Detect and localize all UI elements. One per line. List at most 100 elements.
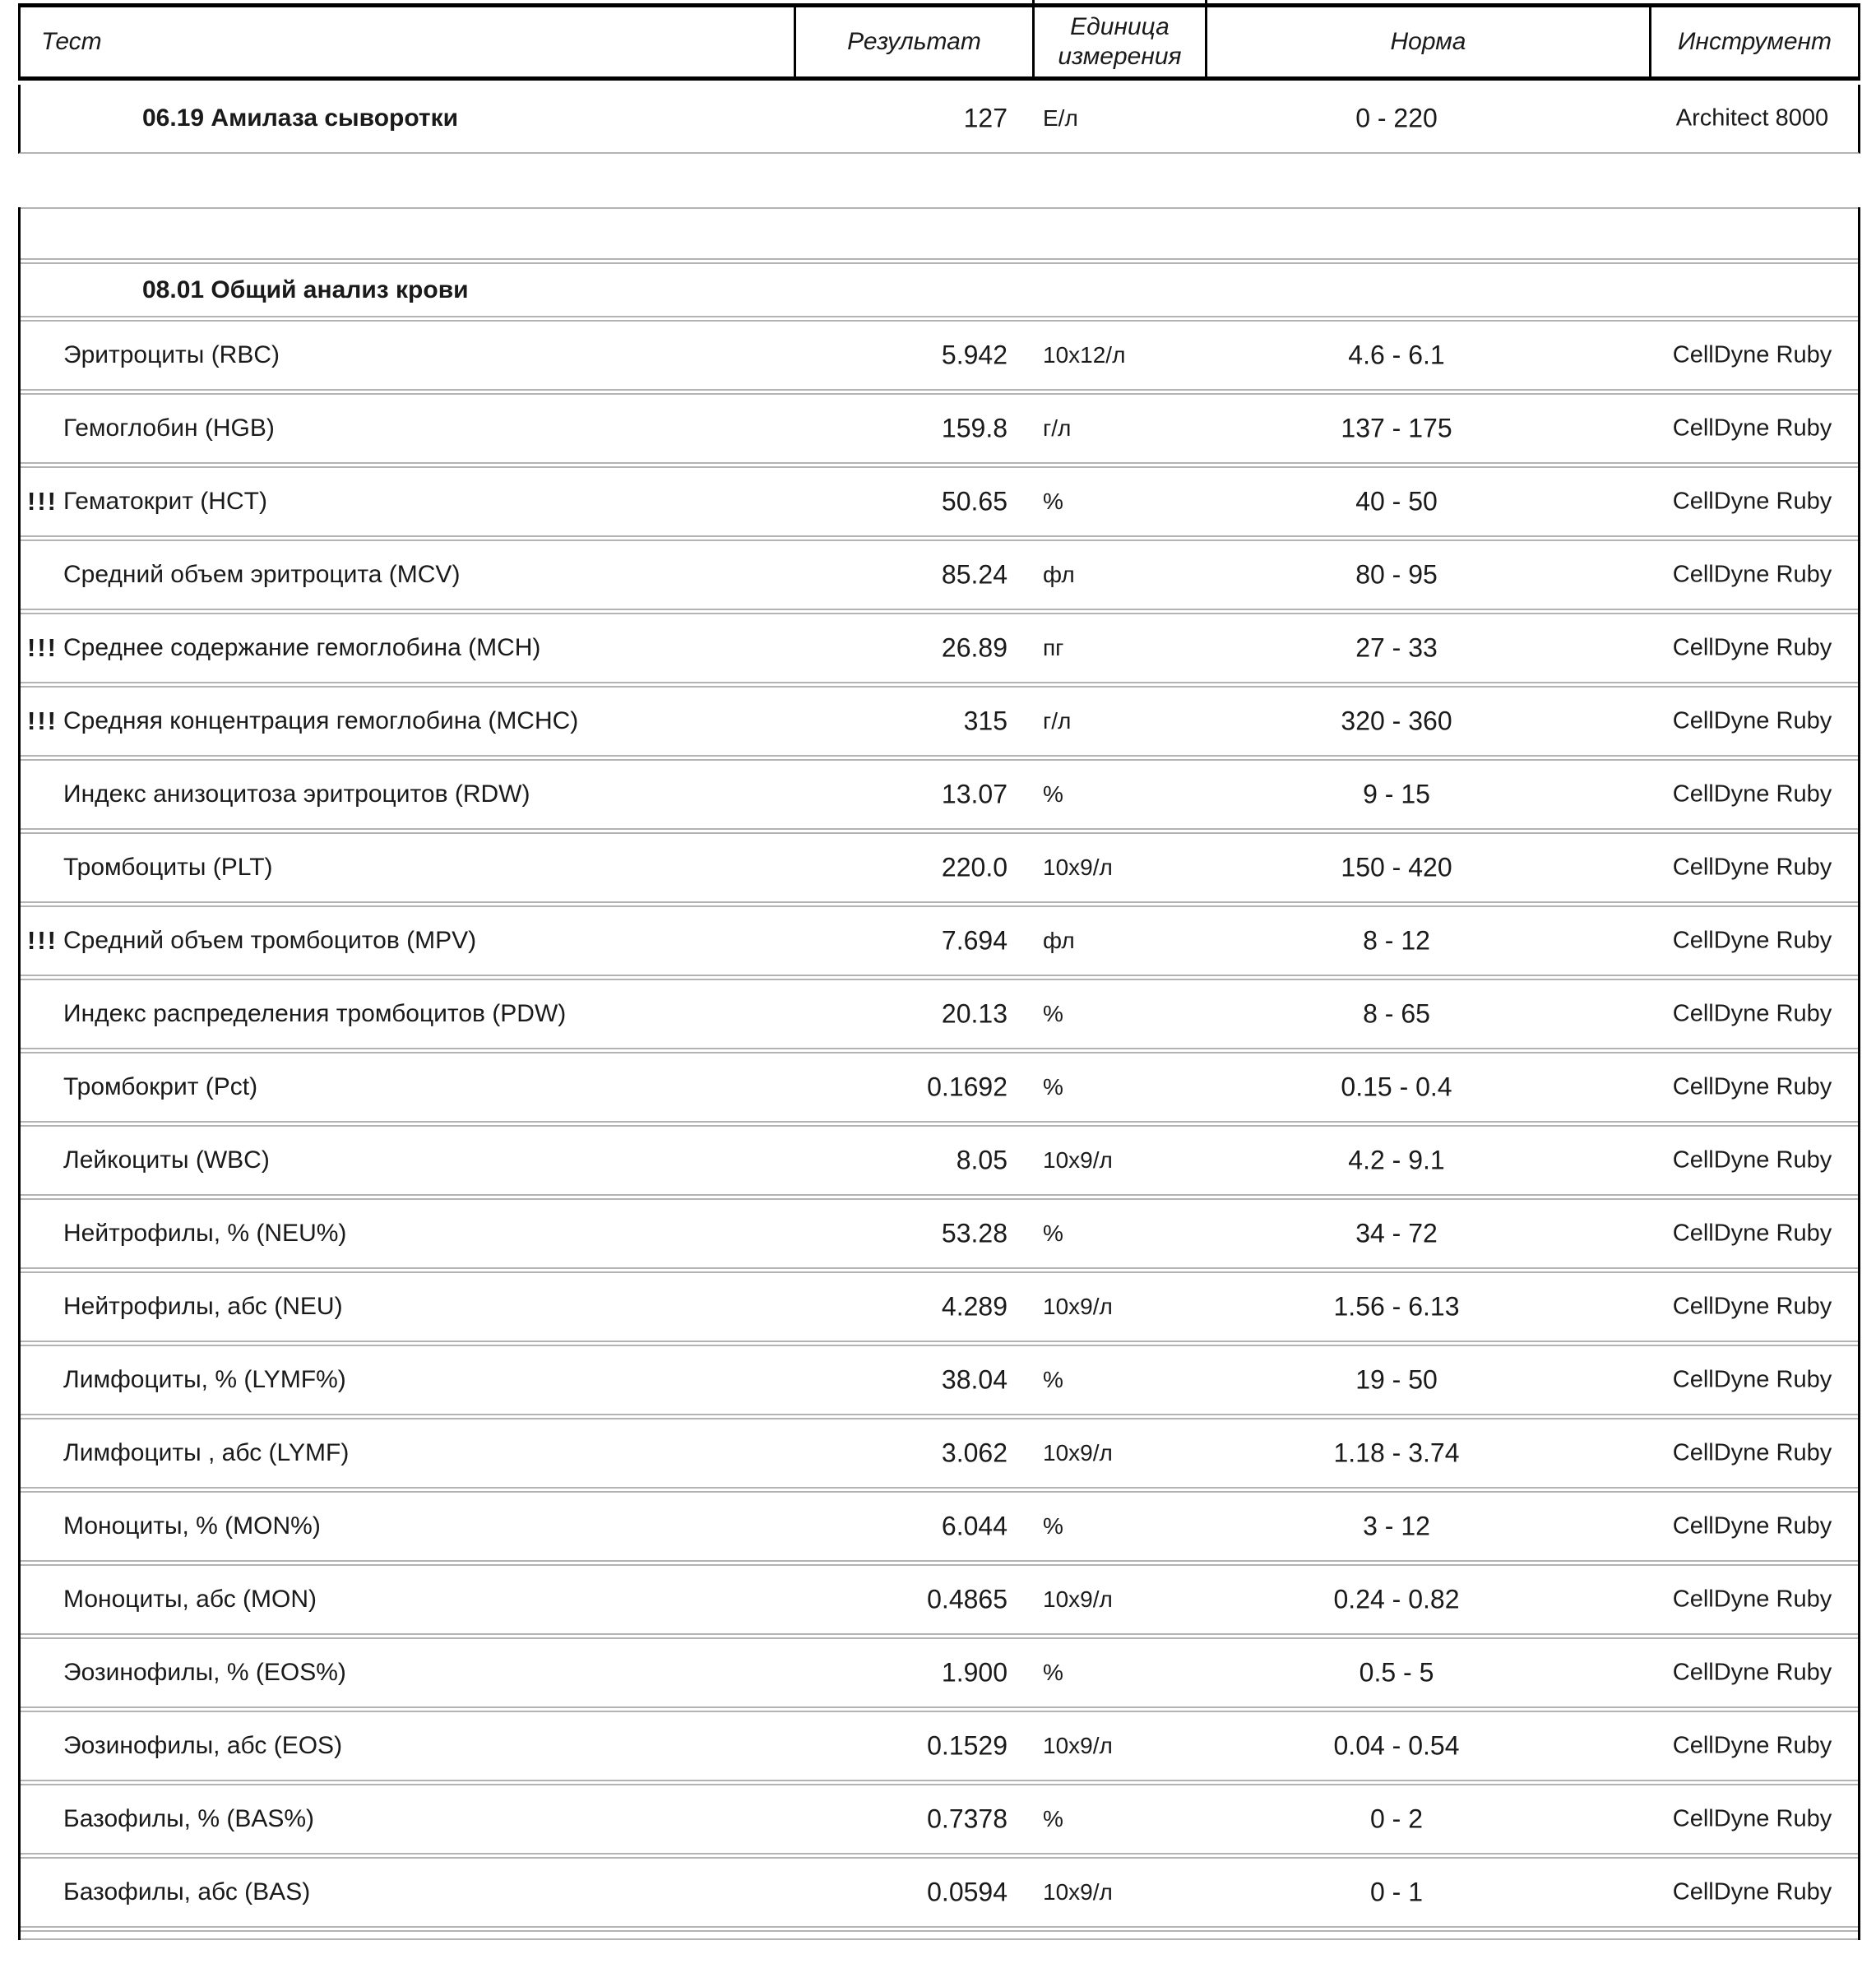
test-name: Среднее содержание гемоглобина (MCH)	[63, 634, 541, 661]
table-row: Индекс распределения тромбоцитов (PDW) 2…	[21, 979, 1858, 1049]
test-norm: 9 - 15	[1363, 779, 1430, 809]
test-norm: 19 - 50	[1355, 1364, 1438, 1395]
test-unit: пг	[1043, 635, 1064, 660]
column-header-unit: Единица измерения	[1035, 7, 1207, 76]
test-norm: 4.2 - 9.1	[1348, 1145, 1445, 1175]
out-of-range-flag: !!!	[27, 633, 58, 662]
test-instrument: CellDyne Ruby	[1672, 1512, 1832, 1540]
test-result: 26.89	[941, 632, 1007, 663]
table-top-border	[18, 3, 1860, 7]
test-instrument: CellDyne Ruby	[1672, 854, 1832, 881]
table-row: Базофилы, % (BAS%) 0.7378 % 0 - 2 CellDy…	[21, 1784, 1858, 1855]
test-norm: 3 - 12	[1363, 1511, 1430, 1541]
test-name: Базофилы, абс (BAS)	[63, 1878, 311, 1905]
test-result: 53.28	[941, 1218, 1007, 1248]
test-name: Нейтрофилы, абс (NEU)	[63, 1293, 343, 1320]
test-instrument: CellDyne Ruby	[1672, 1146, 1832, 1174]
test-result: 0.1692	[927, 1072, 1007, 1102]
test-unit: 10х12/л	[1043, 342, 1126, 368]
test-norm: 80 - 95	[1355, 559, 1438, 590]
test-unit: %	[1043, 489, 1063, 514]
test-unit: %	[1043, 1367, 1063, 1392]
table-row-amylase: 06.19 Амилаза сыворотки 127 Е/л 0 - 220 …	[18, 85, 1860, 154]
test-name: Тромбокрит (Pct)	[63, 1073, 258, 1100]
test-name: Гемоглобин (HGB)	[63, 414, 275, 442]
test-result: 38.04	[941, 1364, 1007, 1395]
test-name: Средняя концентрация гемоглобина (MCHC)	[63, 707, 579, 734]
test-unit: г/л	[1043, 415, 1072, 441]
test-unit: фл	[1043, 562, 1075, 587]
test-instrument: CellDyne Ruby	[1672, 1073, 1832, 1100]
test-name: Базофилы, % (BAS%)	[63, 1805, 315, 1832]
test-unit: %	[1043, 781, 1063, 807]
table-row: Эритроциты (RBC) 5.942 10х12/л 4.6 - 6.1…	[21, 320, 1858, 391]
section-header-row: 08.01 Общий анализ крови	[21, 262, 1858, 317]
test-instrument: CellDyne Ruby	[1672, 1659, 1832, 1686]
test-unit: %	[1043, 1220, 1063, 1246]
test-norm: 8 - 65	[1363, 998, 1430, 1029]
test-name: Индекс анизоцитоза эритроцитов (RDW)	[63, 780, 530, 808]
test-norm: 0 - 2	[1369, 1804, 1424, 1834]
test-norm: 150 - 420	[1341, 852, 1452, 882]
test-result: 6.044	[941, 1511, 1007, 1541]
table-row: Лимфоциты, % (LYMF%) 38.04 % 19 - 50 Cel…	[21, 1345, 1858, 1415]
test-result: 0.7378	[927, 1804, 1007, 1834]
test-result: 0.4865	[927, 1584, 1007, 1614]
test-result: 7.694	[941, 925, 1007, 956]
test-unit: 10х9/л	[1043, 1294, 1113, 1319]
test-name: 06.19 Амилаза сыворотки	[142, 104, 459, 132]
test-norm: 40 - 50	[1355, 486, 1438, 516]
test-norm: 27 - 33	[1355, 632, 1438, 663]
test-norm: 4.6 - 6.1	[1348, 340, 1445, 370]
table-row: Эозинофилы, % (EOS%) 1.900 % 0.5 - 5 Cel…	[21, 1637, 1858, 1708]
test-unit: 10х9/л	[1043, 1147, 1113, 1173]
test-name: Эритроциты (RBC)	[63, 341, 280, 368]
test-instrument: CellDyne Ruby	[1672, 1293, 1832, 1320]
test-name: Лейкоциты (WBC)	[63, 1146, 270, 1174]
test-instrument: CellDyne Ruby	[1672, 927, 1832, 954]
test-norm: 0.15 - 0.4	[1341, 1072, 1452, 1102]
column-header-test: Тест	[21, 7, 796, 76]
section-title: 08.01 Общий анализ крови	[142, 276, 469, 303]
test-norm: 34 - 72	[1355, 1218, 1438, 1248]
test-name: Гематокрит (HCT)	[63, 488, 267, 515]
test-instrument: CellDyne Ruby	[1672, 1220, 1832, 1247]
test-name: Средний объем эритроцита (MCV)	[63, 561, 461, 588]
test-instrument: CellDyne Ruby	[1672, 1000, 1832, 1027]
test-result: 5.942	[941, 340, 1007, 370]
test-result: 315	[963, 706, 1007, 736]
table-row: Нейтрофилы, абс (NEU) 4.289 10х9/л 1.56 …	[21, 1271, 1858, 1342]
table-row: Моноциты, абс (MON) 0.4865 10х9/л 0.24 -…	[21, 1564, 1858, 1635]
test-name: Индекс распределения тромбоцитов (PDW)	[63, 1000, 567, 1027]
test-name: Эозинофилы, абс (EOS)	[63, 1732, 343, 1759]
test-instrument: CellDyne Ruby	[1672, 1366, 1832, 1393]
test-instrument: CellDyne Ruby	[1672, 414, 1832, 442]
test-result: 127	[963, 103, 1007, 133]
test-unit: 10х9/л	[1043, 854, 1113, 880]
test-unit: %	[1043, 1074, 1063, 1100]
test-name: Эозинофилы, % (EOS%)	[63, 1659, 346, 1686]
test-unit: %	[1043, 1513, 1063, 1539]
test-name: Нейтрофилы, % (NEU%)	[63, 1220, 347, 1247]
test-norm: 137 - 175	[1341, 413, 1452, 443]
test-unit: %	[1043, 1001, 1063, 1026]
table-row: Средний объем эритроцита (MCV) 85.24 фл …	[21, 539, 1858, 610]
table-bottom-sliver	[21, 1930, 1858, 1940]
out-of-range-flag: !!!	[27, 926, 58, 955]
test-instrument: Architect 8000	[1675, 104, 1829, 132]
test-result: 85.24	[941, 559, 1007, 590]
test-result: 13.07	[941, 779, 1007, 809]
out-of-range-flag: !!!	[27, 706, 58, 735]
test-unit: 10х9/л	[1043, 1586, 1113, 1612]
test-norm: 0 - 220	[1355, 103, 1438, 133]
test-result: 3.062	[941, 1438, 1007, 1468]
test-instrument: CellDyne Ruby	[1672, 561, 1832, 588]
test-result: 8.05	[956, 1145, 1007, 1175]
test-name: Моноциты, абс (MON)	[63, 1586, 317, 1613]
test-unit: %	[1043, 1806, 1063, 1831]
test-instrument: CellDyne Ruby	[1672, 1805, 1832, 1832]
test-instrument: CellDyne Ruby	[1672, 1586, 1832, 1613]
test-norm: 320 - 360	[1341, 706, 1452, 736]
test-instrument: CellDyne Ruby	[1672, 341, 1832, 368]
